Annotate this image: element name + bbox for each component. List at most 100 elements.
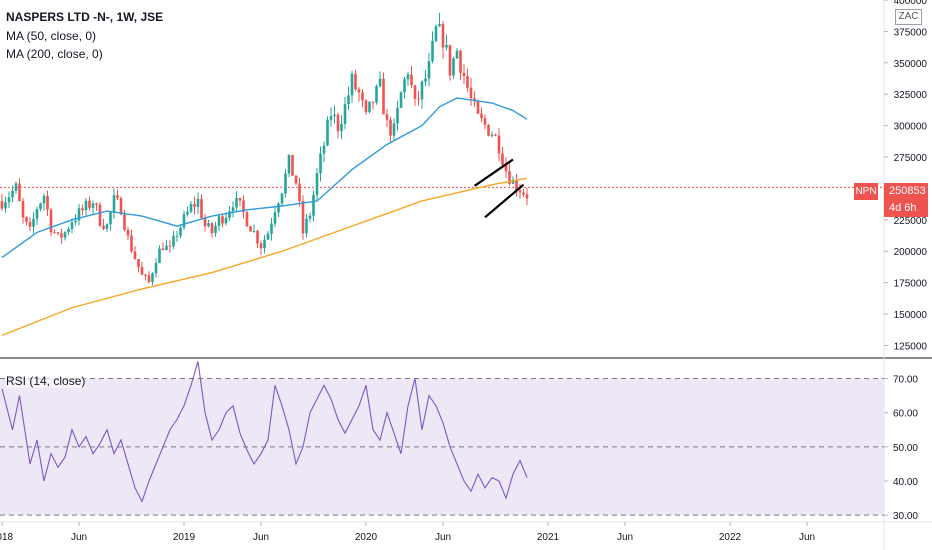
candle-down xyxy=(294,175,298,184)
candle-down xyxy=(144,274,147,276)
candle-down xyxy=(364,100,368,113)
price-tick-label: 350000 xyxy=(894,59,928,70)
time-tick-label: Jun xyxy=(435,532,451,543)
candle-up xyxy=(70,222,74,230)
ma200-legend: MA (200, close, 0) xyxy=(6,47,103,61)
candle-down xyxy=(193,203,196,207)
candle-up xyxy=(340,123,343,132)
candle-up xyxy=(39,203,42,210)
candle-up xyxy=(84,200,88,211)
candle-up xyxy=(151,273,154,282)
price-tick-label: 400000 xyxy=(894,0,928,7)
candle-down xyxy=(140,267,144,275)
candle-up xyxy=(189,203,193,212)
candle-up xyxy=(214,225,217,234)
currency-scale-button[interactable]: ZAC xyxy=(895,9,922,25)
candle-down xyxy=(371,101,375,103)
candle-up xyxy=(284,173,287,194)
chart-title: NASPERS LTD -N-, 1W, JSE xyxy=(6,10,164,24)
candle-down xyxy=(98,204,102,226)
candle-down xyxy=(385,114,389,120)
candle-down xyxy=(291,154,294,176)
candle-down xyxy=(522,192,525,195)
candle-down xyxy=(21,201,25,218)
candle-down xyxy=(459,50,462,73)
candle-up xyxy=(280,193,284,204)
candle-down xyxy=(473,98,476,101)
candle-up xyxy=(287,154,291,174)
candle-down xyxy=(483,118,487,125)
price-tick-label: 275000 xyxy=(894,153,928,164)
candle-up xyxy=(270,223,273,234)
candle-down xyxy=(133,251,137,260)
candle-up xyxy=(42,195,46,204)
price-tick-label: 125000 xyxy=(894,341,928,352)
candle-up xyxy=(196,198,200,207)
candle-down xyxy=(441,24,445,48)
candle-up xyxy=(305,218,308,234)
candle-up xyxy=(434,26,438,42)
candle-up xyxy=(228,211,231,218)
candle-down xyxy=(49,209,53,233)
candle-down xyxy=(116,195,119,199)
time-tick-label: Jun xyxy=(71,532,87,543)
candle-down xyxy=(147,275,151,282)
price-tick-label: 175000 xyxy=(894,279,928,290)
candle-up xyxy=(207,223,210,227)
price-tick-label: 300000 xyxy=(894,122,928,133)
candle-down xyxy=(119,198,123,215)
rsi-tick-label: 30.00 xyxy=(893,511,918,522)
candle-up xyxy=(438,24,441,27)
candle-down xyxy=(95,203,98,205)
candle-down xyxy=(525,194,529,199)
candle-up xyxy=(452,58,455,76)
candle-down xyxy=(256,230,259,244)
candle-down xyxy=(382,78,385,115)
candle-up xyxy=(347,95,350,105)
candle-down xyxy=(161,248,165,250)
price-tick-label: 325000 xyxy=(894,90,928,101)
candle-up xyxy=(172,235,175,247)
candle-down xyxy=(515,179,518,191)
candle-up xyxy=(158,248,161,263)
candle-down xyxy=(28,221,32,227)
candle-down xyxy=(487,124,490,136)
candle-up xyxy=(399,92,403,108)
candle-up xyxy=(266,233,270,240)
candle-up xyxy=(445,45,448,48)
candle-up xyxy=(4,202,7,209)
price-tick-label: 200000 xyxy=(894,247,928,258)
candle-up xyxy=(420,81,424,100)
candle-up xyxy=(154,262,158,274)
candle-up xyxy=(319,153,322,174)
candle-down xyxy=(53,232,56,234)
candle-down xyxy=(25,217,28,222)
candle-down xyxy=(501,153,504,165)
candle-down xyxy=(18,183,21,202)
candle-up xyxy=(396,107,399,124)
symbol-price-label: NPN xyxy=(854,183,878,200)
candle-up xyxy=(179,227,182,236)
candle-down xyxy=(410,74,413,86)
time-tick-label: Jun xyxy=(799,532,815,543)
candle-down xyxy=(168,245,172,247)
candle-down xyxy=(301,201,305,234)
ma50-legend: MA (50, close, 0) xyxy=(6,29,97,43)
candle-up xyxy=(91,203,95,208)
candle-up xyxy=(343,104,347,124)
candle-down xyxy=(448,45,452,76)
candle-up xyxy=(308,215,312,219)
candle-up xyxy=(312,194,315,216)
candle-down xyxy=(238,197,242,201)
candle-down xyxy=(102,225,105,229)
bar-countdown: 4d 6h xyxy=(889,202,917,214)
candle-down xyxy=(413,85,417,99)
candle-up xyxy=(368,101,371,113)
candle-up xyxy=(175,235,179,237)
candle-down xyxy=(203,217,207,227)
candle-down xyxy=(336,114,340,132)
price-tick-label: 150000 xyxy=(894,310,928,321)
time-tick-label: 2022 xyxy=(719,532,742,543)
candle-down xyxy=(126,229,130,236)
candle-up xyxy=(326,119,329,146)
